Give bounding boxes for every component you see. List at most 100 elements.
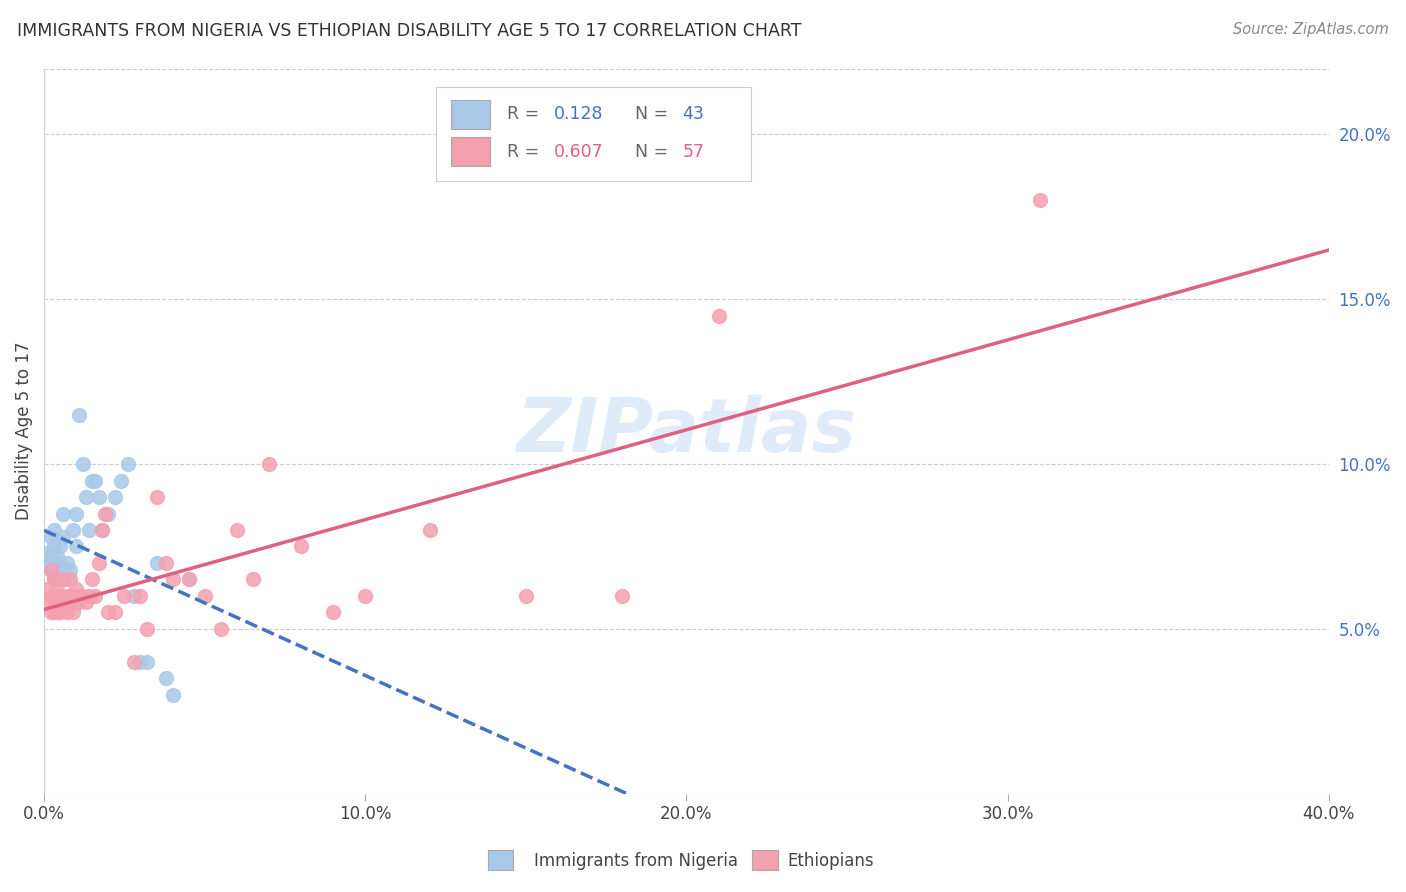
Point: [46, 606, 69, 620]
Point: [46, 573, 69, 587]
Point: [155, 556, 177, 570]
Point: [52, 507, 75, 521]
Point: [77, 523, 100, 537]
Text: ZIPatlas: ZIPatlas: [516, 394, 856, 467]
Point: [39, 530, 62, 544]
Point: [39, 549, 62, 564]
Point: [65, 540, 87, 554]
Point: [37, 582, 59, 597]
Point: [49, 589, 72, 603]
Point: [75, 595, 97, 609]
Point: [225, 523, 247, 537]
Point: [65, 595, 87, 609]
Text: 43: 43: [682, 105, 704, 123]
Point: [39, 562, 62, 576]
Point: [37, 556, 59, 570]
FancyBboxPatch shape: [436, 87, 751, 181]
Point: [418, 523, 440, 537]
Point: [155, 671, 177, 685]
Point: [322, 606, 344, 620]
Point: [117, 457, 139, 471]
Point: [135, 655, 157, 669]
Point: [84, 474, 107, 488]
Point: [39, 589, 62, 603]
Text: Source: ZipAtlas.com: Source: ZipAtlas.com: [1233, 22, 1389, 37]
Point: [177, 573, 200, 587]
Point: [94, 507, 117, 521]
Text: Immigrants from Nigeria: Immigrants from Nigeria: [534, 852, 738, 870]
Point: [52, 530, 75, 544]
Point: [145, 490, 167, 504]
Point: [55, 606, 77, 620]
Point: [69, 408, 91, 422]
Point: [77, 589, 100, 603]
Point: [59, 589, 82, 603]
Point: [37, 595, 59, 609]
Point: [122, 655, 145, 669]
Point: [65, 582, 87, 597]
Point: [1028, 194, 1050, 208]
Point: [104, 490, 127, 504]
Point: [72, 457, 94, 471]
Point: [242, 573, 264, 587]
Text: N =: N =: [636, 105, 673, 123]
Point: [72, 589, 94, 603]
Text: IMMIGRANTS FROM NIGERIA VS ETHIOPIAN DISABILITY AGE 5 TO 17 CORRELATION CHART: IMMIGRANTS FROM NIGERIA VS ETHIOPIAN DIS…: [17, 22, 801, 40]
Point: [42, 540, 65, 554]
Point: [82, 573, 104, 587]
Point: [110, 474, 132, 488]
Point: [69, 595, 91, 609]
Point: [55, 589, 77, 603]
Text: 0.128: 0.128: [554, 105, 603, 123]
Point: [162, 688, 184, 702]
Point: [42, 573, 65, 587]
Point: [37, 546, 59, 560]
Point: [97, 507, 120, 521]
Point: [65, 507, 87, 521]
Text: 57: 57: [682, 143, 704, 161]
Point: [52, 595, 75, 609]
Point: [177, 573, 200, 587]
Point: [46, 549, 69, 564]
Point: [129, 589, 152, 603]
Point: [87, 556, 110, 570]
Point: [39, 562, 62, 576]
Point: [62, 589, 84, 603]
Point: [97, 606, 120, 620]
Point: [49, 556, 72, 570]
Point: [290, 540, 312, 554]
Point: [90, 523, 112, 537]
Point: [39, 606, 62, 620]
Text: R =: R =: [506, 143, 544, 161]
Point: [62, 523, 84, 537]
Point: [257, 457, 280, 471]
Point: [69, 589, 91, 603]
Point: [129, 655, 152, 669]
Text: R =: R =: [506, 105, 544, 123]
Point: [62, 606, 84, 620]
Point: [59, 573, 82, 587]
Point: [42, 606, 65, 620]
Point: [49, 540, 72, 554]
Point: [84, 589, 107, 603]
Point: [49, 606, 72, 620]
Point: [46, 595, 69, 609]
Point: [42, 523, 65, 537]
Point: [55, 573, 77, 587]
FancyBboxPatch shape: [451, 100, 489, 128]
Point: [209, 622, 232, 636]
Point: [55, 556, 77, 570]
Point: [46, 579, 69, 593]
FancyBboxPatch shape: [451, 137, 489, 167]
Point: [162, 573, 184, 587]
Point: [59, 562, 82, 576]
Y-axis label: Disability Age 5 to 17: Disability Age 5 to 17: [15, 342, 32, 520]
Point: [135, 622, 157, 636]
Point: [515, 589, 537, 603]
Point: [49, 589, 72, 603]
Point: [87, 490, 110, 504]
Point: [112, 589, 135, 603]
Text: Ethiopians: Ethiopians: [787, 852, 875, 870]
Point: [46, 562, 69, 576]
Point: [59, 595, 82, 609]
